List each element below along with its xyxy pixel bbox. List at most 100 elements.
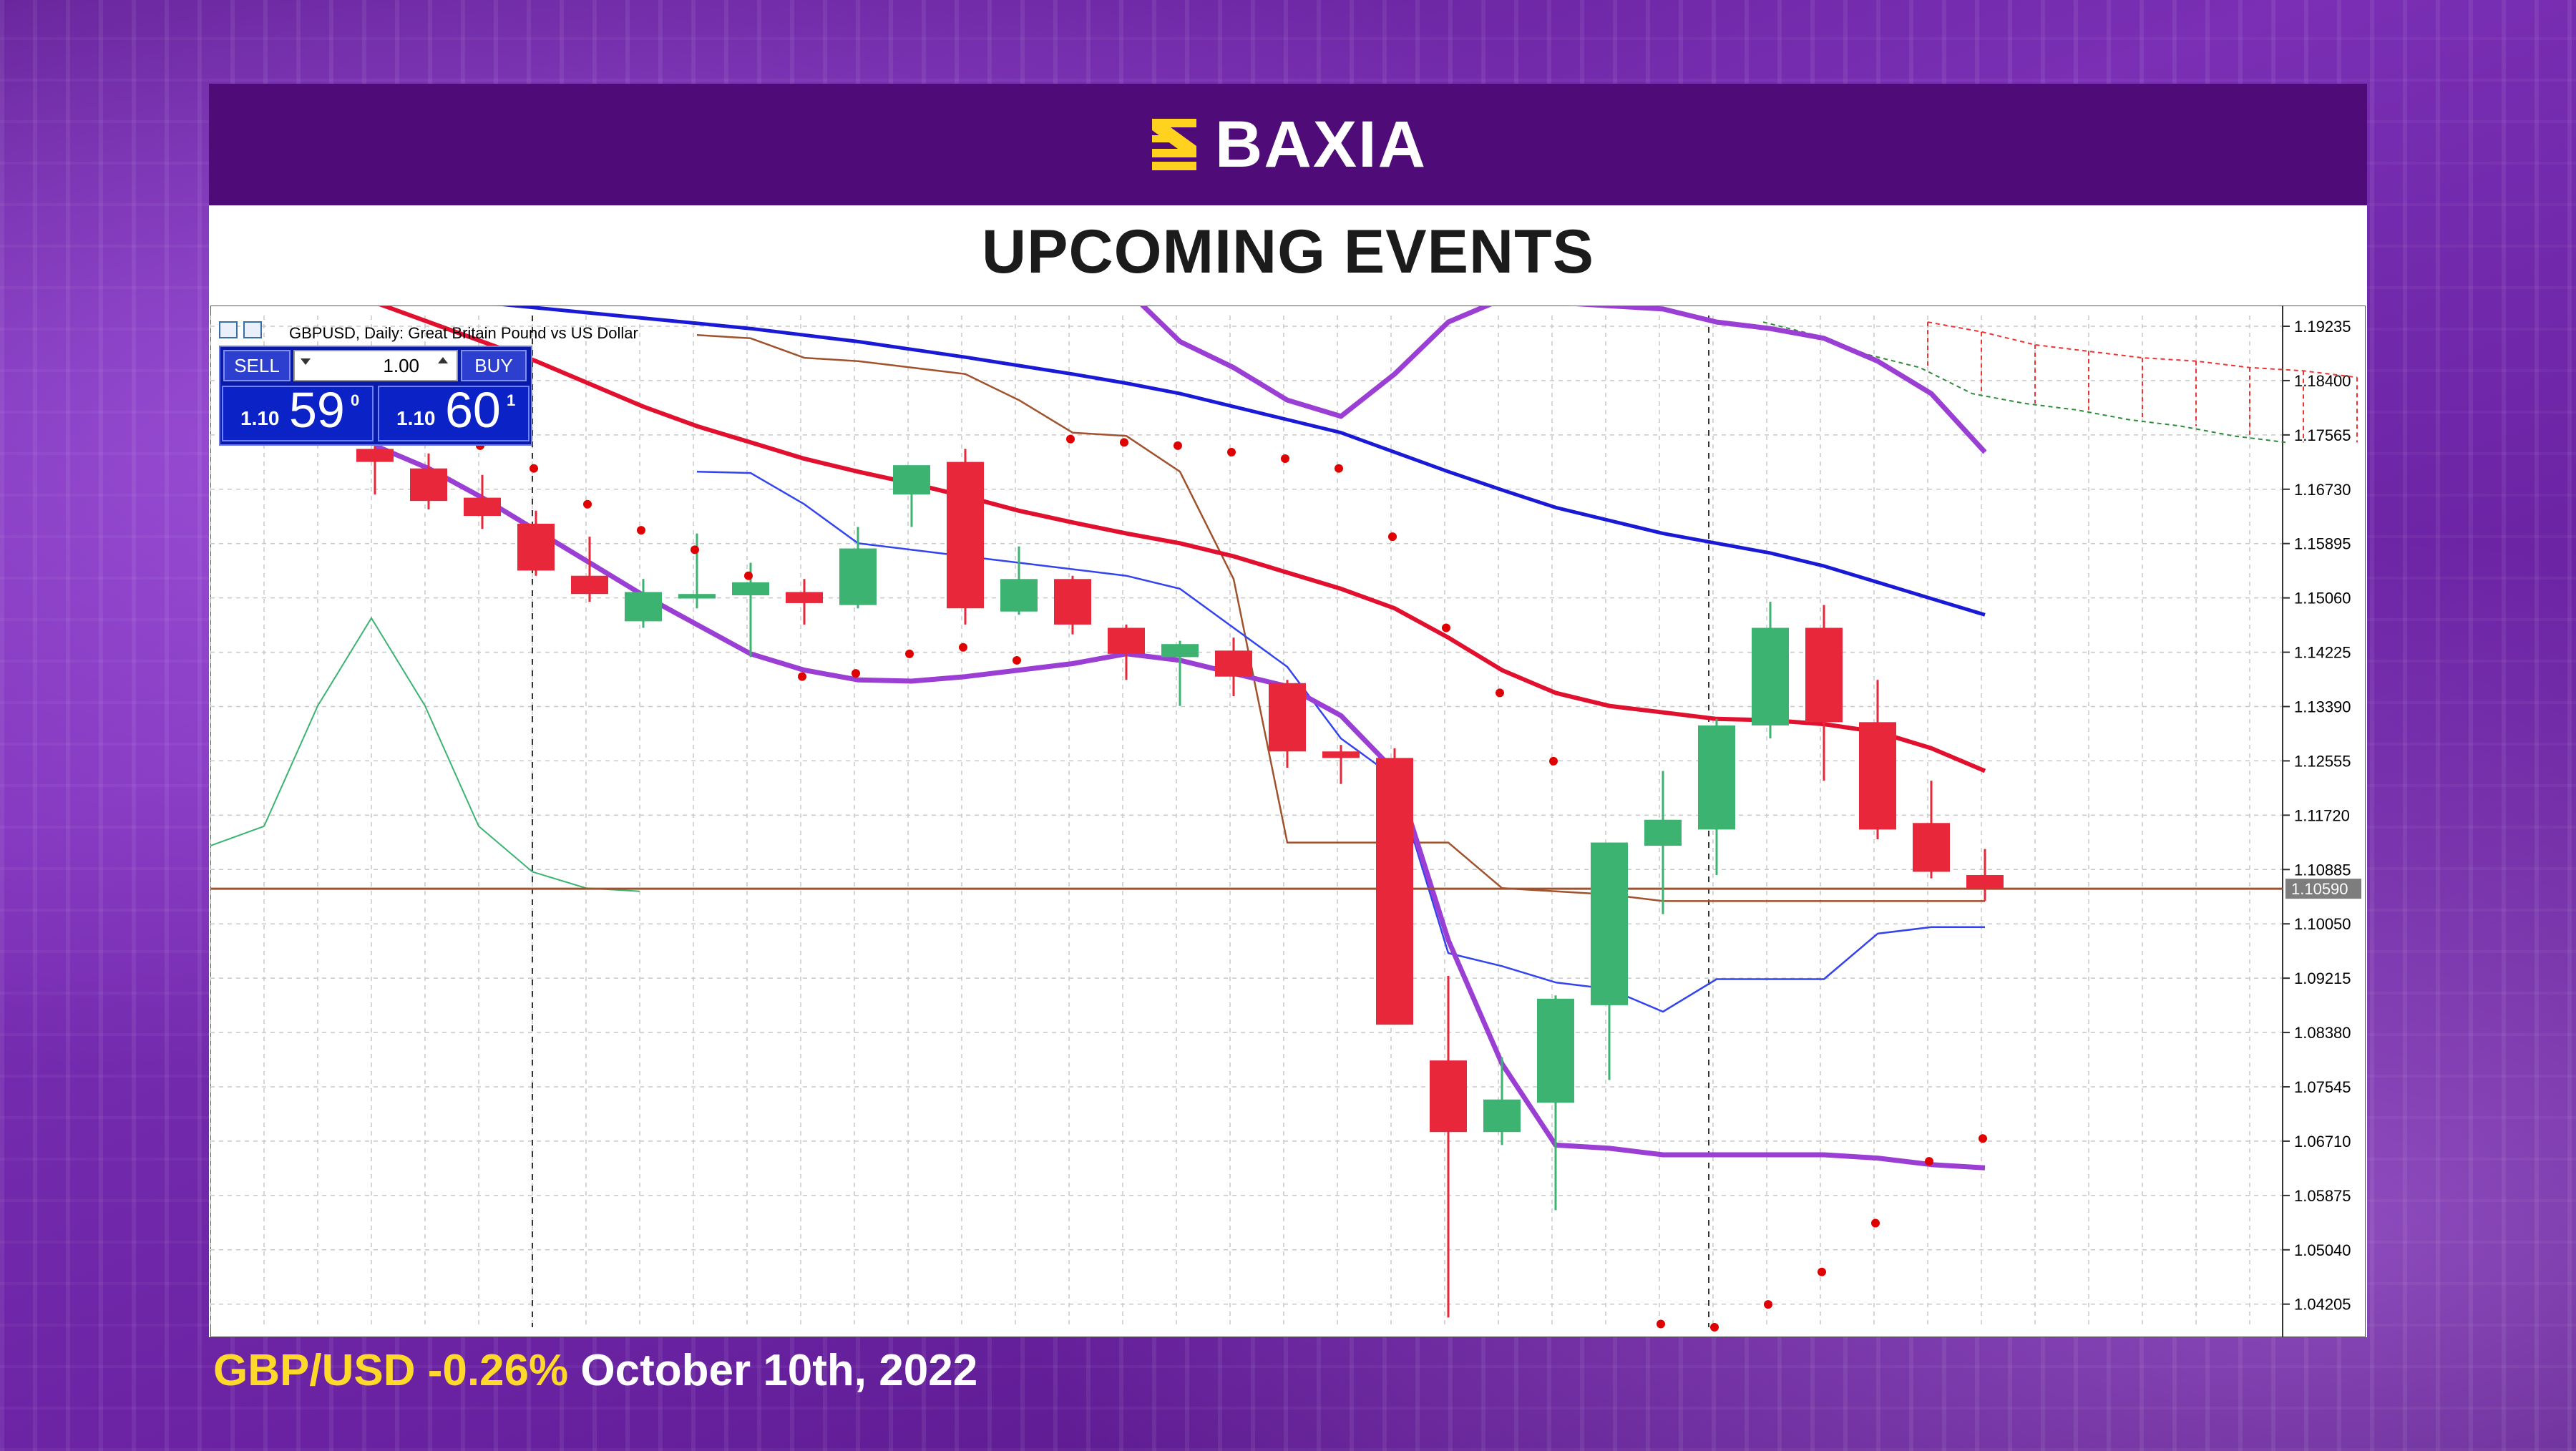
- bearish-candle: [571, 575, 608, 595]
- bearish-candle: [1913, 823, 1950, 872]
- ask-main: 60: [445, 382, 501, 438]
- bullish-candle: [732, 582, 769, 596]
- parabolic-sar-dot: [852, 669, 860, 678]
- current-price-label: 1.10590: [2291, 880, 2348, 898]
- bearish-candle: [1215, 650, 1252, 677]
- y-tick-label: 1.04205: [2294, 1296, 2351, 1314]
- bearish-candle: [1108, 627, 1145, 654]
- parabolic-sar-dot: [1764, 1300, 1772, 1309]
- lot-decrease-icon[interactable]: [301, 358, 311, 365]
- bearish-candle: [1430, 1060, 1467, 1133]
- bullish-candle: [1537, 998, 1574, 1103]
- chart-title: GBPUSD, Daily: Great Britain Pound vs US…: [289, 324, 638, 342]
- y-tick-label: 1.15060: [2294, 590, 2351, 607]
- pair-change: GBP/USD -0.26%: [213, 1346, 569, 1395]
- parabolic-sar-dot: [1496, 688, 1504, 698]
- envelope-blue-line: [696, 470, 1985, 1013]
- y-tick-label: 1.16730: [2294, 481, 2351, 499]
- bullish-candle: [1161, 644, 1199, 658]
- lot-size-input[interactable]: 1.00: [293, 350, 458, 381]
- parabolic-sar-dot: [798, 672, 806, 681]
- page-title: UPCOMING EVENTS: [982, 217, 1594, 286]
- parabolic-sar-dot: [637, 526, 645, 535]
- bearish-candle: [1322, 751, 1360, 758]
- bearish-candle: [1376, 758, 1413, 1025]
- y-tick-label: 1.15895: [2294, 535, 2351, 553]
- y-tick-label: 1.19235: [2294, 318, 2351, 336]
- bearish-candle: [517, 523, 555, 571]
- bid-sup: 0: [351, 391, 360, 409]
- y-tick-label: 1.05875: [2294, 1187, 2351, 1205]
- brand-header: BAXIA: [209, 84, 2367, 205]
- parabolic-sar-dot: [1442, 623, 1450, 632]
- bearish-candle: [1966, 875, 2004, 889]
- lot-increase-icon[interactable]: [438, 357, 448, 363]
- footer-caption: GBP/USD -0.26% October 10th, 2022: [213, 1345, 977, 1396]
- content-card: BAXIA UPCOMING EVENTS 1.19235 1.18400 1.17…: [209, 84, 2367, 1337]
- y-tick-label: 1.12555: [2294, 752, 2351, 770]
- trading-chart: 1.19235 1.18400 1.17565 1.16730 1.15895 1.150…: [210, 306, 2366, 1337]
- chart-toolbar: [219, 321, 262, 338]
- y-tick-label: 1.10885: [2294, 861, 2351, 879]
- bollinger-upper-band: [1139, 306, 1987, 454]
- parabolic-sar-dot: [1066, 434, 1075, 444]
- y-tick-label: 1.13390: [2294, 698, 2351, 716]
- plot-background: [210, 306, 2366, 1337]
- parabolic-sar-dot: [583, 499, 592, 509]
- bullish-candle: [678, 594, 716, 599]
- parabolic-sar-dot: [1281, 454, 1289, 464]
- current-price-tag: [2285, 879, 2361, 899]
- parabolic-sar-dot: [1549, 756, 1558, 766]
- chart-window-icon[interactable]: [243, 321, 262, 338]
- baxia-logo-icon: [1151, 119, 1196, 170]
- envelope-brown-line: [696, 334, 1985, 902]
- ask-prefix: 1.10: [396, 407, 436, 429]
- bullish-candle: [1483, 1099, 1521, 1133]
- y-tick-label: 1.18400: [2294, 372, 2351, 390]
- chart-canvas: 1.19235 1.18400 1.17565 1.16730 1.15895 1.150…: [210, 306, 2366, 1337]
- parabolic-sar-dot: [1174, 441, 1182, 450]
- slow-moving-average: [494, 306, 1986, 617]
- ask-price[interactable]: 1.10 60 1: [378, 382, 530, 441]
- bearish-candle: [1054, 579, 1091, 625]
- footer-date: October 10th, 2022: [580, 1346, 978, 1395]
- y-tick-label: 1.06710: [2294, 1133, 2351, 1150]
- sub-indicator-line: [210, 616, 640, 892]
- parabolic-sar-dot: [1335, 464, 1343, 473]
- parabolic-sar-dot: [1979, 1134, 1987, 1143]
- parabolic-sar-dot: [1925, 1157, 1933, 1166]
- bullish-candle: [1752, 627, 1789, 726]
- parabolic-sar-dot: [905, 649, 914, 658]
- y-tick-label: 1.09215: [2294, 969, 2351, 987]
- parabolic-sar-dot: [1871, 1218, 1880, 1228]
- y-tick-label: 1.11720: [2294, 806, 2350, 824]
- bullish-candle: [625, 592, 662, 622]
- bearish-candle: [410, 468, 447, 502]
- ask-sup: 1: [507, 391, 516, 409]
- bearish-candle: [1805, 627, 1843, 723]
- baxia-logo: BAXIA: [1149, 107, 1427, 182]
- bid-main: 59: [289, 382, 345, 438]
- one-click-trading-panel: SELL 1.00 BUY 1.10 59 0 1.10 60 1: [219, 346, 532, 446]
- bearish-candle: [464, 497, 501, 517]
- parabolic-sar-dot: [1013, 655, 1021, 665]
- bearish-candle: [1859, 722, 1896, 830]
- parabolic-sar-dot: [1710, 1323, 1719, 1332]
- bid-price[interactable]: 1.10 59 0: [222, 382, 374, 441]
- parabolic-sar-dot: [1388, 532, 1397, 542]
- parabolic-sar-dot: [959, 643, 967, 652]
- sell-button[interactable]: SELL: [223, 350, 291, 381]
- list-icon[interactable]: [219, 321, 238, 338]
- buy-button[interactable]: BUY: [461, 350, 527, 381]
- y-tick-label: 1.14225: [2294, 644, 2351, 662]
- parabolic-sar-dot: [691, 545, 699, 554]
- bullish-candle: [893, 465, 930, 495]
- y-tick-label: 1.07545: [2294, 1078, 2351, 1096]
- bearish-candle: [947, 461, 984, 609]
- bullish-candle: [839, 548, 877, 605]
- y-tick-label: 1.17565: [2294, 426, 2351, 444]
- bullish-candle: [1591, 842, 1628, 1005]
- parabolic-sar-dot: [1120, 438, 1128, 447]
- bullish-candle: [1644, 819, 1682, 846]
- y-tick-label: 1.05040: [2294, 1241, 2351, 1259]
